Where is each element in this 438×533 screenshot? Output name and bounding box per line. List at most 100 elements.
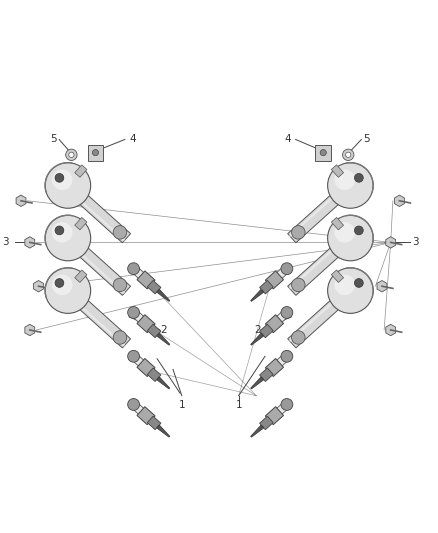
- Circle shape: [335, 169, 355, 190]
- Polygon shape: [329, 241, 345, 258]
- Circle shape: [335, 274, 355, 295]
- Polygon shape: [157, 333, 170, 345]
- Circle shape: [66, 149, 77, 160]
- Polygon shape: [147, 280, 161, 294]
- Text: 2: 2: [254, 325, 261, 335]
- Polygon shape: [131, 353, 150, 372]
- Polygon shape: [288, 233, 354, 295]
- Text: 1: 1: [235, 400, 242, 410]
- Circle shape: [69, 152, 74, 157]
- Circle shape: [328, 215, 373, 261]
- Polygon shape: [251, 333, 264, 345]
- Polygon shape: [147, 324, 161, 338]
- Polygon shape: [251, 425, 264, 437]
- Polygon shape: [288, 286, 354, 348]
- Polygon shape: [157, 425, 170, 437]
- Polygon shape: [265, 271, 283, 289]
- Polygon shape: [386, 324, 396, 336]
- Text: 2: 2: [160, 325, 166, 335]
- Text: 5: 5: [50, 134, 57, 144]
- Circle shape: [128, 263, 140, 274]
- Polygon shape: [137, 314, 155, 333]
- Polygon shape: [329, 189, 345, 205]
- Circle shape: [354, 173, 363, 182]
- Polygon shape: [131, 401, 150, 419]
- Circle shape: [292, 225, 305, 239]
- Circle shape: [92, 150, 99, 156]
- Polygon shape: [64, 286, 131, 348]
- Circle shape: [354, 279, 363, 287]
- FancyBboxPatch shape: [88, 145, 103, 160]
- Circle shape: [292, 331, 305, 344]
- Text: 4: 4: [129, 134, 136, 144]
- Circle shape: [281, 350, 293, 362]
- Circle shape: [45, 163, 91, 208]
- Polygon shape: [331, 270, 343, 282]
- Circle shape: [52, 169, 72, 190]
- Circle shape: [354, 226, 363, 235]
- Polygon shape: [73, 294, 89, 311]
- Circle shape: [113, 331, 127, 344]
- Polygon shape: [289, 287, 349, 342]
- Circle shape: [335, 222, 355, 243]
- Polygon shape: [271, 266, 290, 284]
- Circle shape: [55, 226, 64, 235]
- Circle shape: [55, 173, 64, 182]
- Text: 5: 5: [364, 134, 370, 144]
- FancyBboxPatch shape: [315, 145, 331, 160]
- Circle shape: [292, 278, 305, 292]
- Polygon shape: [73, 241, 89, 258]
- Circle shape: [320, 150, 326, 156]
- Polygon shape: [331, 217, 343, 230]
- Circle shape: [281, 263, 293, 274]
- Circle shape: [55, 279, 64, 287]
- Text: 4: 4: [285, 134, 291, 144]
- Polygon shape: [131, 266, 150, 284]
- Polygon shape: [329, 294, 345, 311]
- Text: 1: 1: [178, 400, 185, 410]
- Polygon shape: [265, 407, 283, 425]
- Polygon shape: [251, 377, 264, 389]
- Polygon shape: [65, 187, 125, 241]
- Circle shape: [45, 215, 91, 261]
- Polygon shape: [65, 292, 125, 346]
- Polygon shape: [377, 280, 387, 292]
- Polygon shape: [137, 407, 155, 425]
- Circle shape: [52, 274, 72, 295]
- Polygon shape: [265, 359, 283, 376]
- Polygon shape: [271, 353, 290, 372]
- Polygon shape: [260, 324, 273, 338]
- Polygon shape: [25, 237, 35, 248]
- Polygon shape: [265, 314, 283, 333]
- Circle shape: [128, 306, 140, 318]
- Polygon shape: [34, 280, 43, 292]
- Polygon shape: [260, 416, 273, 430]
- Circle shape: [113, 225, 127, 239]
- Polygon shape: [147, 368, 161, 382]
- Polygon shape: [289, 182, 349, 237]
- Circle shape: [281, 306, 293, 318]
- Polygon shape: [251, 289, 264, 301]
- Polygon shape: [25, 324, 35, 336]
- Circle shape: [45, 268, 91, 313]
- Circle shape: [128, 399, 140, 410]
- Polygon shape: [331, 165, 343, 177]
- Circle shape: [128, 350, 140, 362]
- Polygon shape: [289, 235, 349, 289]
- Polygon shape: [16, 195, 26, 206]
- Polygon shape: [73, 189, 89, 205]
- Polygon shape: [271, 310, 290, 327]
- Polygon shape: [260, 368, 273, 382]
- Circle shape: [52, 222, 72, 243]
- Polygon shape: [157, 377, 170, 389]
- Polygon shape: [75, 270, 87, 282]
- Polygon shape: [386, 237, 396, 248]
- Circle shape: [328, 163, 373, 208]
- Polygon shape: [137, 359, 155, 376]
- Polygon shape: [75, 217, 87, 230]
- Circle shape: [113, 278, 127, 292]
- Text: 3: 3: [412, 237, 418, 247]
- Polygon shape: [260, 280, 273, 294]
- Polygon shape: [65, 239, 125, 294]
- Polygon shape: [131, 310, 150, 327]
